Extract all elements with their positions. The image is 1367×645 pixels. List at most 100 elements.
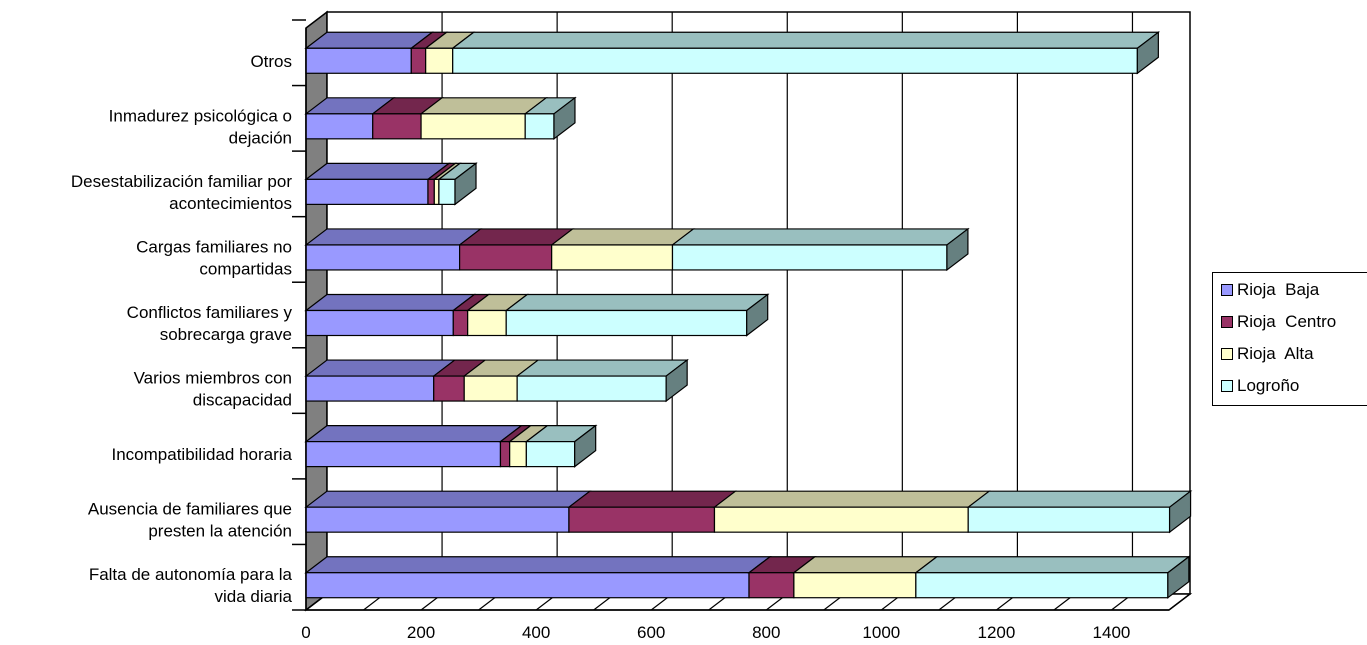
legend-item-rioja-alta: Rioja Alta (1221, 343, 1314, 365)
category-label: Ausencia de familiares que presten la ate… (88, 500, 292, 541)
legend-item-logrono: Logroño (1221, 375, 1299, 397)
category-label: Varios miembros con discapacidad (134, 369, 292, 410)
bar-end-cap (1168, 489, 1192, 534)
bar-top-2 (549, 228, 696, 246)
bar-segment-3 (505, 309, 748, 337)
legend-label-rioja-alta: Rioja Alta (1237, 344, 1314, 363)
bar-segment-0 (305, 178, 429, 205)
floor-grid-diagonal (1168, 593, 1191, 611)
legend-swatch-rioja-alta (1221, 348, 1233, 360)
x-tick-label: 400 (522, 623, 550, 642)
bar-top-3 (450, 31, 1161, 49)
category-label-line: Otros (250, 52, 292, 71)
bar-segment-2 (467, 309, 507, 337)
legend-item-rioja-centro: Rioja Centro (1221, 311, 1336, 333)
x-tick-label: 200 (407, 623, 435, 642)
bar-segment-0 (305, 441, 502, 468)
bar-top-3 (504, 293, 770, 312)
category-label-line: discapacidad (193, 391, 292, 410)
bar-segment-3 (524, 113, 555, 140)
bar-segment-1 (568, 506, 716, 533)
category-label-line: Cargas familiares no (136, 237, 292, 256)
x-tick-label: 800 (752, 623, 780, 642)
category-label-line: vida diaria (215, 587, 293, 606)
bar-top-3 (515, 359, 689, 377)
bar-top-0 (304, 228, 483, 246)
bar-segment-1 (433, 375, 465, 402)
bar-segment-3 (967, 506, 1171, 533)
x-tick-label: 1200 (977, 623, 1015, 642)
bar-segment-2 (433, 178, 440, 205)
bar-segment-2 (509, 441, 527, 468)
bar-top-0 (304, 162, 451, 180)
bar-segment-2 (793, 572, 917, 599)
bar-segment-2 (420, 113, 526, 140)
bar-segment-1 (499, 441, 511, 468)
category-label-line: Falta de autonomía para la (89, 565, 293, 584)
category-label: Inmadurez psicológica o dejación (109, 106, 292, 147)
bar-segment-2 (463, 375, 518, 402)
bar-top-0 (304, 425, 524, 443)
bar-segment-1 (452, 309, 469, 337)
bar-end-cap (553, 96, 576, 141)
bar-segment-1 (372, 113, 422, 140)
legend: Rioja Baja Rioja Centro Rioja Alta Logro… (1212, 272, 1367, 406)
bar-segment-0 (305, 309, 454, 337)
legend-swatch-logrono (1221, 380, 1233, 392)
bar-end-cap (746, 293, 769, 337)
x-tick-label: 1000 (862, 623, 900, 642)
category-label: Desestabilización familiar por acontecimi… (71, 172, 292, 213)
bar-segment-1 (410, 47, 427, 74)
category-labels: Otros Inmadurez psicológica o dejación Dese… (71, 52, 293, 606)
category-label: Incompatibilidad horaria (112, 445, 293, 464)
bar-segment-0 (305, 113, 374, 140)
bar-top-3 (670, 228, 970, 246)
category-label-line: Incompatibilidad horaria (112, 445, 293, 464)
category-label-line: compartidas (199, 259, 292, 278)
bar-segment-3 (452, 47, 1138, 74)
bar-segment-0 (305, 375, 435, 402)
bar-end-cap (1136, 31, 1159, 75)
bar-segment-3 (671, 244, 948, 271)
legend-label-rioja-baja: Rioja Baja (1237, 280, 1320, 299)
category-label: Conflictos familiares y sobrecarga grave (127, 303, 293, 344)
x-tick-label: 0 (301, 623, 310, 642)
bar-end-cap (574, 424, 597, 468)
legend-item-rioja-baja: Rioja Baja (1221, 279, 1319, 301)
bar-end-cap (1167, 555, 1190, 599)
bar-top-2 (712, 490, 991, 508)
bar-segment-0 (305, 506, 570, 533)
bar-top-0 (304, 556, 772, 574)
bar-top-3 (914, 556, 1191, 574)
x-tick-labels: 0 200 400 600 800 1000 1200 1400 (301, 623, 1130, 642)
bar-segment-0 (305, 47, 412, 74)
bar-segment-3 (516, 375, 667, 402)
bar-top-0 (304, 359, 457, 377)
bar-segment-2 (713, 506, 969, 533)
legend-swatch-rioja-baja (1221, 284, 1233, 296)
legend-label-logrono: Logroño (1237, 376, 1300, 395)
bar-segment-1 (427, 178, 435, 205)
bar-top-1 (567, 490, 738, 508)
bar-segment-1 (459, 244, 553, 271)
bars (304, 31, 1193, 599)
bar-end-cap (946, 227, 969, 272)
bar-end-cap (454, 162, 477, 206)
bar-segment-2 (425, 47, 454, 74)
bar-segment-3 (438, 178, 456, 205)
bar-segment-3 (915, 572, 1169, 599)
bar-segment-2 (551, 244, 674, 271)
category-label-line: presten la atención (148, 522, 292, 541)
category-label-line: Ausencia de familiares que (88, 500, 292, 519)
category-label-line: dejación (229, 128, 292, 147)
category-label-line: Inmadurez psicológica o (109, 106, 292, 125)
bar-top-2 (792, 556, 939, 574)
category-label: Otros (250, 52, 292, 71)
category-label-line: Varios miembros con (134, 369, 292, 388)
bar-segment-0 (305, 244, 461, 271)
bar-segment-1 (748, 572, 795, 599)
category-label: Falta de autonomía para la vida diaria (89, 565, 293, 606)
axes (292, 19, 1169, 611)
x-tick-label: 600 (637, 623, 665, 642)
